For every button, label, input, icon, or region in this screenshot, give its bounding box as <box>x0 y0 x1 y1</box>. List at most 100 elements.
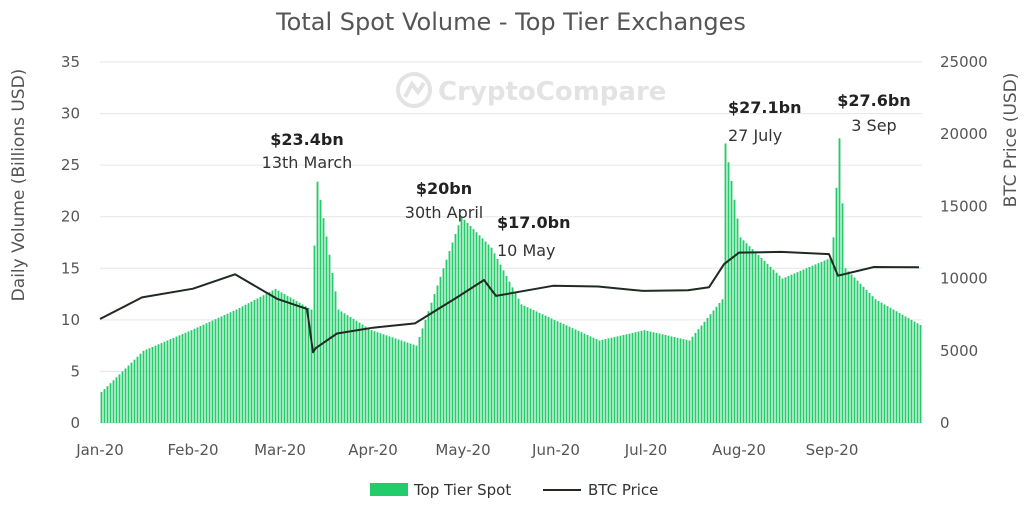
volume-bar <box>643 330 646 423</box>
volume-bar <box>733 199 736 423</box>
legend-item-btc-price[interactable]: BTC Price <box>543 481 658 499</box>
volume-bar <box>562 323 565 423</box>
volume-bar <box>385 335 388 423</box>
y-left-tick-label: 10 <box>61 311 80 329</box>
volume-bar <box>772 269 775 423</box>
volume-bar <box>130 362 133 423</box>
volume-bar <box>811 265 814 423</box>
volume-bar <box>403 341 406 423</box>
volume-bar <box>823 260 826 423</box>
volume-bar <box>232 310 235 423</box>
volume-bar <box>433 294 436 423</box>
volume-bar <box>784 277 787 423</box>
volume-bar <box>418 337 421 423</box>
x-tick-label: Jun-20 <box>531 441 580 459</box>
volume-bar <box>100 392 103 423</box>
volume-bar <box>103 389 106 423</box>
volume-bar <box>793 273 796 423</box>
volume-bar <box>292 299 295 423</box>
volume-bar <box>697 329 700 423</box>
annotation-value: $27.6bn <box>837 91 910 110</box>
volume-bar <box>313 245 316 423</box>
volume-bar <box>115 377 118 423</box>
volume-bar <box>901 314 904 423</box>
volume-bar <box>550 318 553 423</box>
volume-bar <box>571 328 574 423</box>
volume-bar <box>544 315 547 423</box>
volume-bar <box>373 331 376 423</box>
volume-bar <box>319 199 322 423</box>
volume-bar <box>472 229 475 423</box>
volume-bar <box>790 274 793 423</box>
y-right-tick-label: 0 <box>940 414 950 432</box>
volume-bar <box>568 326 571 423</box>
volume-bar <box>658 333 661 423</box>
volume-bar <box>862 286 865 423</box>
volume-bar <box>835 187 838 423</box>
volume-bar <box>664 334 667 423</box>
volume-bar <box>253 300 256 423</box>
volume-bar <box>334 291 337 423</box>
annotation-date: 10 May <box>497 241 556 260</box>
volume-bar <box>706 317 709 423</box>
volume-bar <box>775 272 778 423</box>
x-tick-label: Jan-20 <box>75 441 124 459</box>
volume-bar <box>871 296 874 423</box>
volume-bar <box>484 241 487 423</box>
volume-bar <box>847 271 850 423</box>
volume-bar <box>856 280 859 423</box>
volume-bar <box>661 334 664 423</box>
volume-bar <box>586 334 589 423</box>
volume-bar <box>160 343 163 423</box>
volume-bar <box>460 216 463 423</box>
annotation-july: $27.1bn 27 July <box>728 98 801 145</box>
volume-bar <box>577 330 580 423</box>
volume-bar <box>466 222 469 423</box>
volume-bar <box>883 304 886 423</box>
volume-bar <box>838 138 841 423</box>
volume-bar <box>541 314 544 423</box>
btc-price-series <box>99 250 920 354</box>
volume-bar <box>502 270 505 423</box>
y-left-axis-label: Daily Volume (Billions USD) <box>9 69 29 302</box>
volume-bar <box>787 276 790 423</box>
volume-bar <box>121 371 124 423</box>
volume-bar <box>859 283 862 423</box>
volume-bar <box>532 310 535 423</box>
volume-bar <box>598 340 601 423</box>
volume-bar <box>919 325 922 423</box>
legend-label: BTC Price <box>588 481 658 499</box>
left-axis-ticks: 0 5 10 15 20 25 30 35 <box>61 53 80 432</box>
volume-bar <box>913 321 916 423</box>
volume-bar <box>154 345 157 423</box>
volume-bar <box>721 299 724 423</box>
volume-bar <box>274 288 277 423</box>
volume-bar <box>745 243 748 423</box>
y-right-axis-label: BTC Price (USD) <box>1001 73 1021 208</box>
volume-bar <box>718 302 721 423</box>
volume-bar <box>454 233 457 423</box>
volume-bar <box>778 275 781 423</box>
volume-bar <box>622 334 625 423</box>
volume-bar <box>259 296 262 423</box>
volume-bar <box>448 251 451 423</box>
y-right-tick-label: 5000 <box>940 342 978 360</box>
volume-bar <box>442 268 445 423</box>
volume-bar <box>712 310 715 423</box>
y-right-tick-label: 15000 <box>940 197 988 215</box>
volume-bar <box>364 326 367 423</box>
volume-bar <box>157 344 160 423</box>
volume-bar <box>535 311 538 423</box>
volume-bar <box>247 303 250 423</box>
volume-bar <box>217 317 220 423</box>
volume-bar <box>118 374 121 423</box>
volume-bar <box>400 340 403 423</box>
volume-bar <box>679 338 682 423</box>
legend-item-top-tier-spot[interactable]: Top Tier Spot <box>370 481 511 499</box>
y-left-tick-label: 30 <box>61 105 80 123</box>
volume-bar <box>286 295 289 423</box>
volume-bar <box>685 339 688 423</box>
volume-bar <box>748 246 751 423</box>
volume-bar <box>151 346 154 423</box>
volume-bar <box>193 328 196 423</box>
